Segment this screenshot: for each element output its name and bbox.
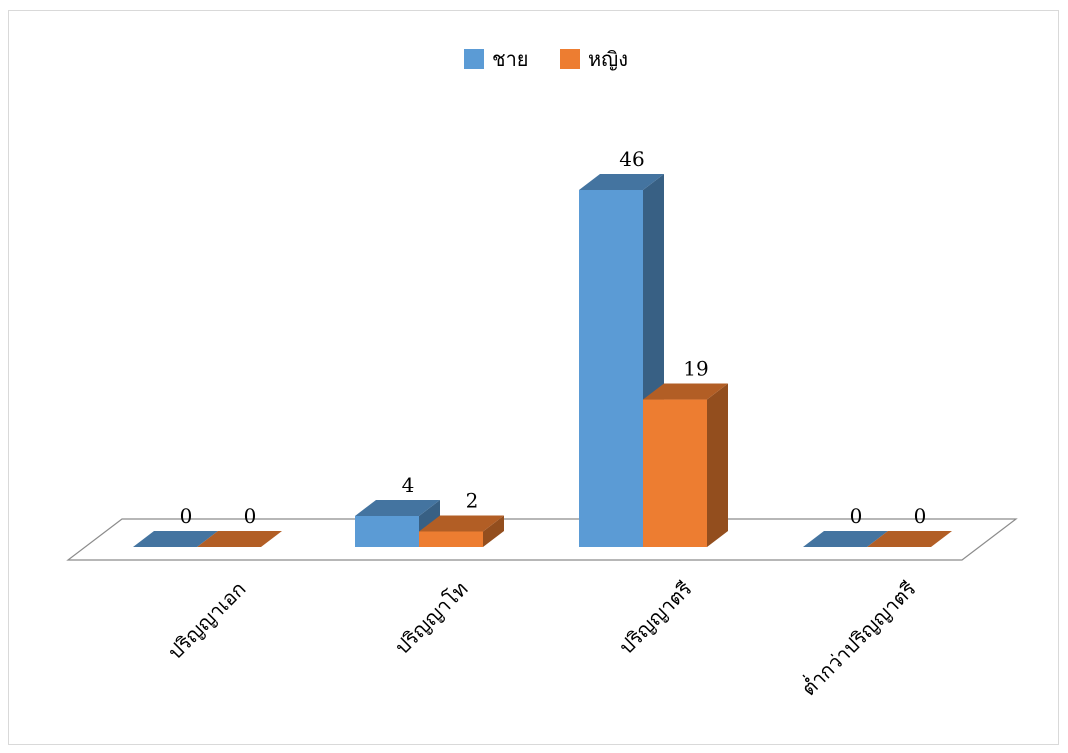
category-label: ปริญญาเอก: [163, 577, 250, 664]
bar-front: [419, 531, 483, 547]
bar-top: [579, 174, 664, 190]
bar-front: [355, 515, 419, 547]
data-label: 4: [402, 473, 415, 497]
data-label: 0: [244, 504, 257, 528]
legend: ชาย หญิง: [464, 47, 628, 71]
bar-1-1: [419, 515, 504, 547]
category-labels: ปริญญาเอก ปริญญาโท ปริญญาตรี ต่ำกว่าปริญญาต…: [163, 575, 921, 701]
bar-top: [197, 531, 282, 547]
data-labels: 0 0 4 2 46 19 0 0: [180, 147, 927, 528]
bar-1-2: [643, 383, 728, 547]
bar-top: [643, 383, 728, 400]
bar-front: [579, 190, 643, 547]
legend-swatch-series-1: [560, 49, 580, 69]
bar-top: [355, 499, 440, 516]
bar-0-3: [803, 531, 888, 547]
data-label: 0: [180, 504, 193, 528]
category-label: ต่ำกว่าปริญญาตรี: [795, 575, 921, 701]
category-label: ปริญญาโท: [390, 577, 473, 660]
bar-side: [707, 383, 728, 547]
bar-1-0: [197, 531, 282, 547]
legend-label-series-1: หญิง: [588, 47, 628, 71]
data-label: 0: [850, 504, 863, 528]
category-label: ปริญญาตรี: [614, 576, 697, 659]
bar-front: [643, 399, 707, 547]
bar-top: [419, 515, 504, 532]
bars: [133, 174, 952, 547]
bar-0-0: [133, 531, 218, 547]
data-label: 19: [683, 357, 708, 381]
data-label: 0: [914, 504, 927, 528]
bar-top: [867, 531, 952, 547]
chart-frame: [8, 10, 1059, 745]
data-label: 46: [619, 147, 644, 171]
bar-top: [803, 531, 888, 547]
legend-swatch-series-0: [464, 49, 484, 69]
bar-side: [483, 515, 504, 547]
bar-1-3: [867, 531, 952, 547]
data-label: 2: [466, 488, 479, 512]
legend-label-series-0: ชาย: [492, 47, 529, 71]
bar-top: [133, 531, 218, 547]
